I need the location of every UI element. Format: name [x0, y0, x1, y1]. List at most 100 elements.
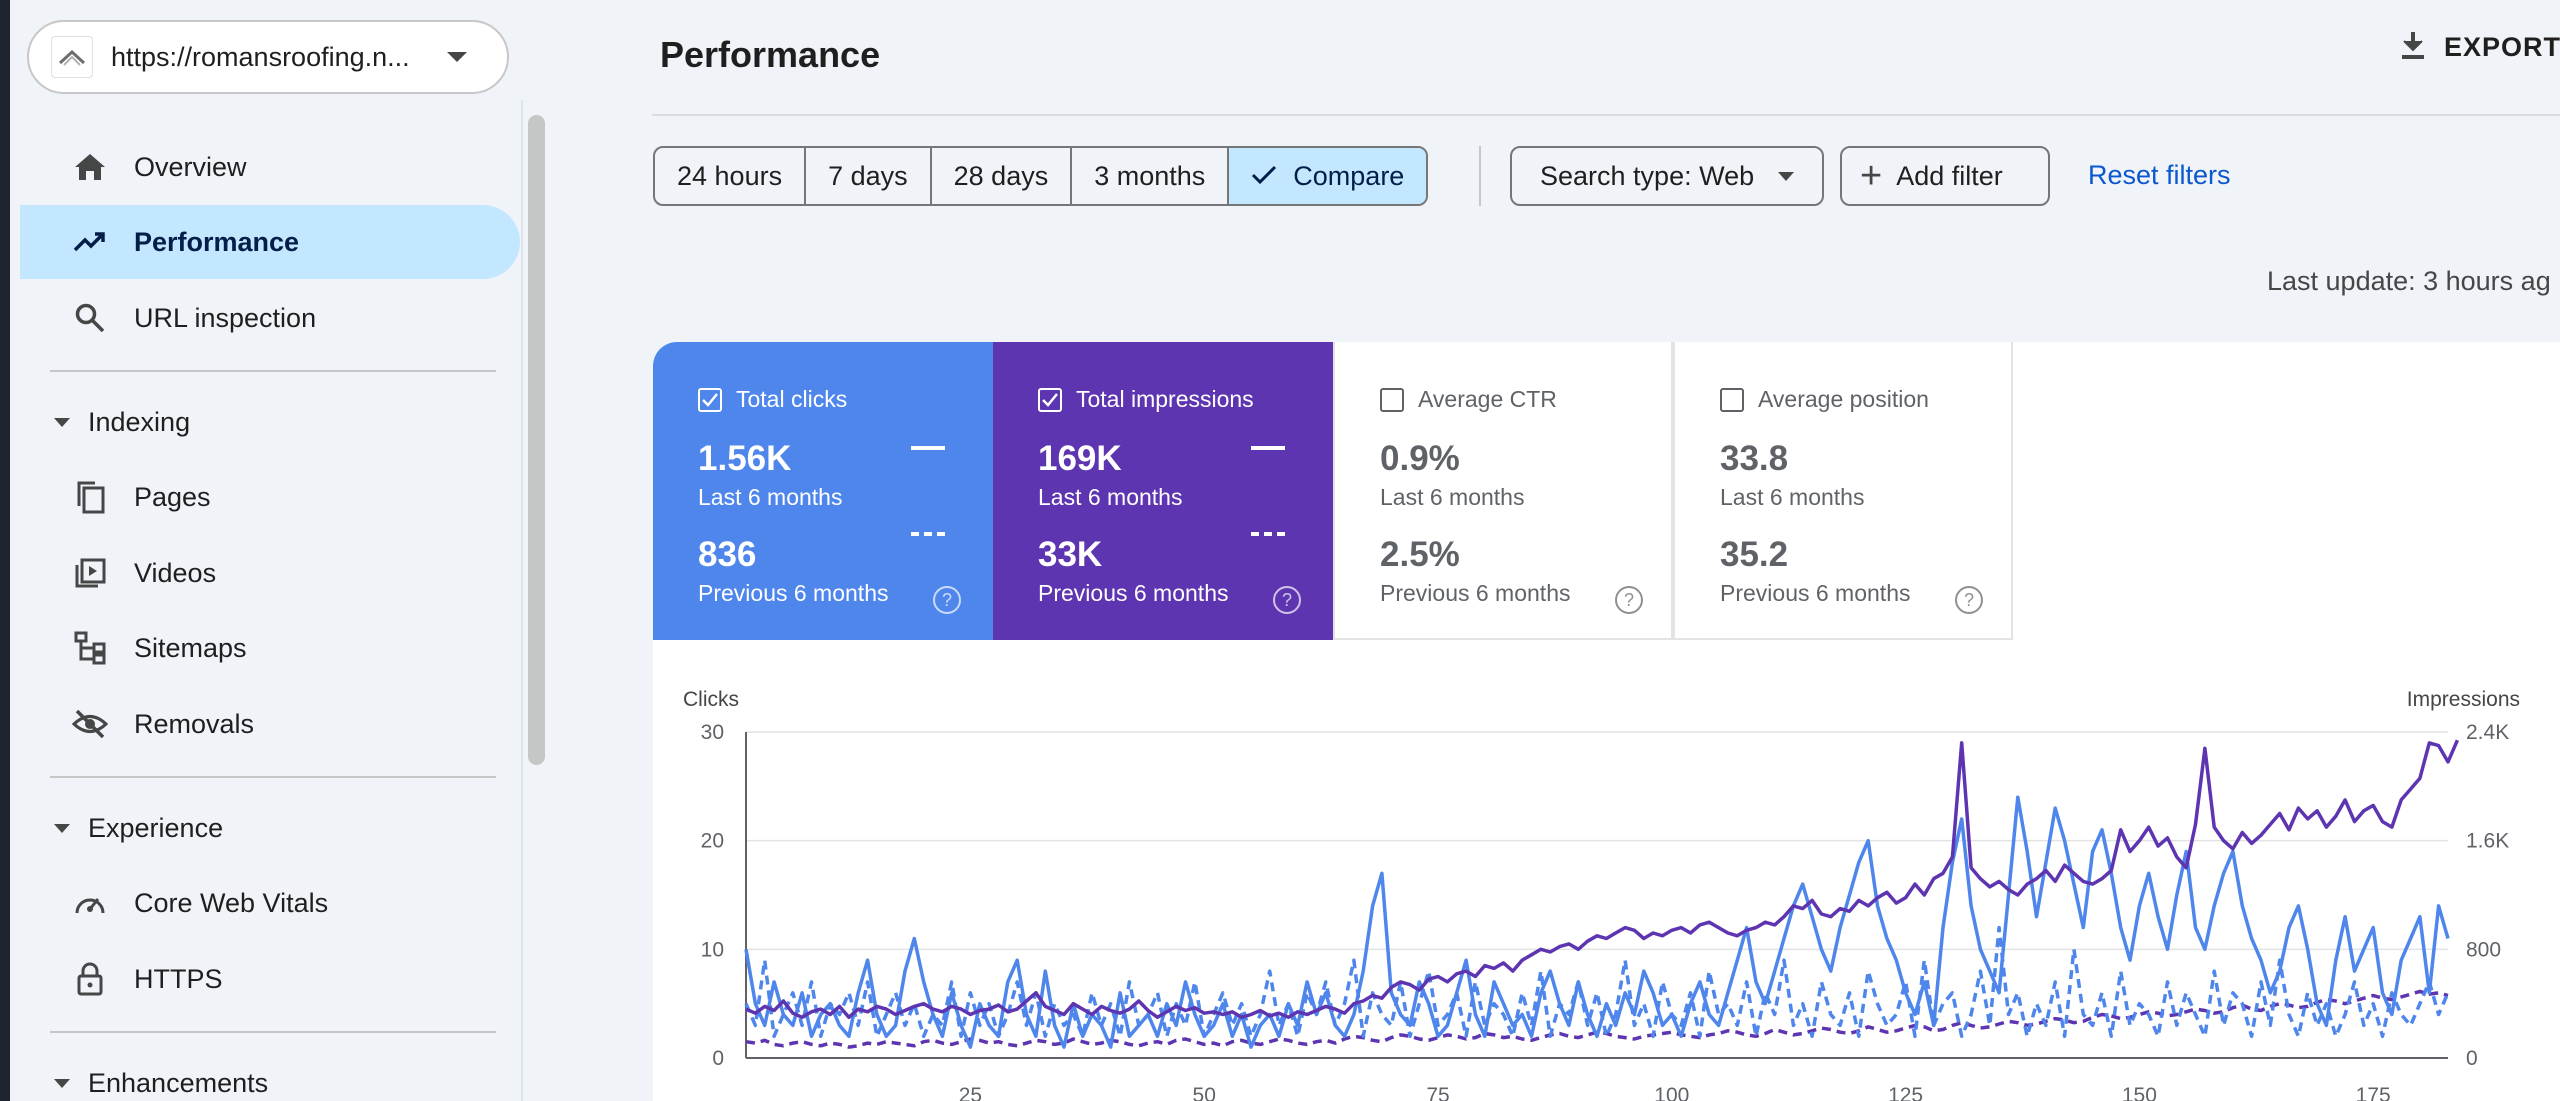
- metric-current-value: 0.9%: [1380, 439, 1460, 478]
- metric-current-value: 169K: [1038, 439, 1122, 478]
- nav-label: Sitemaps: [134, 632, 247, 663]
- checkbox-checked-icon[interactable]: [1038, 387, 1062, 412]
- nav-core-web-vitals[interactable]: Core Web Vitals: [20, 866, 520, 940]
- chevron-down-icon[interactable]: [447, 52, 467, 62]
- help-icon[interactable]: ?: [933, 586, 961, 614]
- nav-url-inspection[interactable]: URL inspection: [20, 281, 520, 355]
- trending-up-icon: [70, 222, 110, 262]
- date-filter-3-months[interactable]: 3 months: [1072, 148, 1230, 204]
- divider: [50, 1031, 496, 1033]
- nav-performance[interactable]: Performance: [20, 205, 520, 279]
- metric-label: Average position: [1758, 386, 1929, 412]
- y-tick-left: 10: [701, 938, 724, 961]
- metric-current-period: Last 6 months: [1720, 484, 1865, 510]
- metric-average-position[interactable]: Average position 33.8 Last 6 months 35.2…: [1673, 342, 2013, 640]
- metric-previous-value: 2.5%: [1380, 535, 1460, 574]
- y-tick-left: 20: [701, 830, 724, 853]
- section-label: Enhancements: [88, 1067, 269, 1098]
- section-label: Experience: [88, 812, 224, 843]
- date-filter-compare[interactable]: Compare: [1229, 148, 1427, 204]
- nav-removals[interactable]: Removals: [20, 687, 520, 761]
- metric-previous-value: 33K: [1038, 535, 1103, 574]
- reset-filters-link[interactable]: Reset filters: [2088, 160, 2231, 190]
- nav-label: Performance: [134, 226, 300, 257]
- performance-card: Total clicks 1.56K Last 6 months 836 Pre…: [653, 342, 2560, 1101]
- search-icon: [70, 298, 110, 338]
- nav-label: Core Web Vitals: [134, 887, 329, 918]
- metric-total-clicks[interactable]: Total clicks 1.56K Last 6 months 836 Pre…: [653, 342, 993, 640]
- lock-icon: [70, 959, 110, 999]
- y-tick-left: 0: [712, 1047, 724, 1070]
- nav-videos[interactable]: Videos: [20, 536, 520, 610]
- sidebar: https://romansroofing.n... Overview Perf…: [10, 0, 545, 1101]
- nav-https[interactable]: HTTPS: [20, 942, 520, 1016]
- checkbox-checked-icon[interactable]: [698, 387, 722, 412]
- property-url: https://romansroofing.n...: [111, 41, 410, 72]
- y-tick-right: 1.6K: [2466, 830, 2509, 853]
- header-divider: [652, 114, 2560, 116]
- metric-current-value: 33.8: [1720, 439, 1789, 478]
- x-tick: 50: [1193, 1084, 1216, 1101]
- metric-current-period: Last 6 months: [698, 484, 843, 510]
- site-favicon-icon: [51, 36, 93, 78]
- nav-pages[interactable]: Pages: [20, 460, 520, 534]
- nav-sitemaps[interactable]: Sitemaps: [20, 611, 520, 685]
- y-tick-left: 30: [701, 721, 724, 744]
- sitemap-icon: [70, 628, 110, 668]
- nav-overview[interactable]: Overview: [20, 130, 520, 204]
- section-enhancements[interactable]: Enhancements: [40, 1058, 268, 1101]
- last-update: Last update: 3 hours ag: [2267, 266, 2551, 296]
- y-axis-title-right: Impressions: [2407, 688, 2520, 711]
- check-icon: [1251, 161, 1277, 192]
- checkbox-unchecked-icon[interactable]: [1380, 387, 1404, 412]
- metric-previous-period: Previous 6 months: [1720, 580, 1911, 606]
- x-tick: 125: [1888, 1084, 1923, 1101]
- sidebar-scrollbar[interactable]: [528, 115, 545, 765]
- metric-current-period: Last 6 months: [1038, 484, 1183, 510]
- x-tick: 150: [2122, 1084, 2157, 1101]
- search-type-dropdown[interactable]: Search type: Web: [1510, 146, 1824, 206]
- date-filter-7-days[interactable]: 7 days: [806, 148, 932, 204]
- help-icon[interactable]: ?: [1615, 586, 1643, 614]
- metric-previous-period: Previous 6 months: [698, 580, 889, 606]
- divider: [50, 776, 496, 778]
- home-icon: [70, 147, 110, 187]
- y-axis-title-left: Clicks: [683, 688, 739, 711]
- date-filter-28-days[interactable]: 28 days: [932, 148, 1073, 204]
- metric-current-value: 1.56K: [698, 439, 792, 478]
- legend-dashed-line: [1251, 532, 1285, 536]
- metric-total-impressions[interactable]: Total impressions 169K Last 6 months 33K…: [993, 342, 1333, 640]
- checkbox-unchecked-icon[interactable]: [1720, 387, 1744, 412]
- nav-label: Overview: [134, 151, 247, 182]
- search-type-label: Search type: Web: [1540, 160, 1755, 191]
- nav-label: Videos: [134, 557, 217, 588]
- x-tick: 75: [1426, 1084, 1449, 1101]
- nav-label: Removals: [134, 708, 255, 739]
- divider: [50, 370, 496, 372]
- help-icon[interactable]: ?: [1273, 586, 1301, 614]
- help-icon[interactable]: ?: [1955, 586, 1983, 614]
- visibility-off-icon: [70, 704, 110, 744]
- add-filter-label: Add filter: [1896, 160, 2003, 191]
- metric-label: Total impressions: [1076, 386, 1254, 412]
- metric-average-ctr[interactable]: Average CTR 0.9% Last 6 months 2.5% Prev…: [1333, 342, 1673, 640]
- export-label: EXPORT: [2444, 32, 2560, 62]
- metric-previous-value: 836: [698, 535, 757, 574]
- metric-current-period: Last 6 months: [1380, 484, 1525, 510]
- section-indexing[interactable]: Indexing: [40, 397, 190, 447]
- caret-down-icon: [54, 823, 70, 833]
- add-filter-button[interactable]: + Add filter: [1840, 146, 2050, 206]
- export-button[interactable]: EXPORT: [2400, 30, 2560, 65]
- legend-solid-line: [1251, 446, 1285, 450]
- section-experience[interactable]: Experience: [40, 803, 223, 853]
- property-selector[interactable]: https://romansroofing.n...: [27, 20, 509, 94]
- legend-solid-line: [911, 446, 945, 450]
- date-filter-24-hours[interactable]: 24 hours: [655, 148, 807, 204]
- metric-label: Total clicks: [736, 386, 848, 412]
- performance-chart[interactable]: Clicks Impressions 30201002.4K1.6K800025…: [653, 342, 2560, 1101]
- x-tick: 25: [959, 1084, 982, 1101]
- desktop-edge: [0, 0, 10, 1101]
- plus-icon: +: [1860, 155, 1883, 197]
- caret-down-icon: [54, 417, 70, 427]
- nav-label: URL inspection: [134, 302, 317, 333]
